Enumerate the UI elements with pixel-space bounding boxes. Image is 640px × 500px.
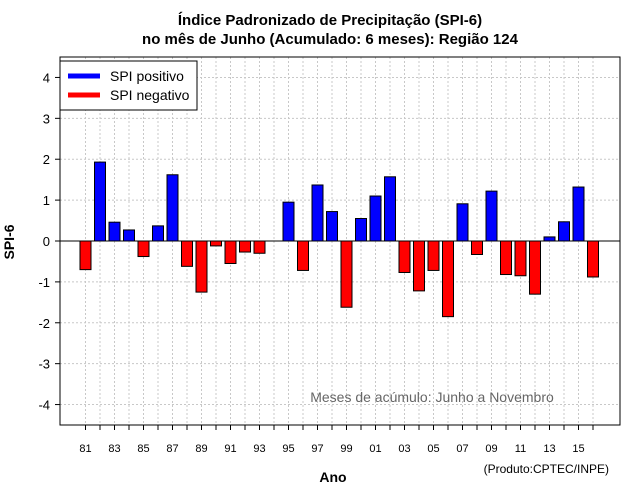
x-tick-label: 93 <box>253 443 265 455</box>
bar-03 <box>398 240 411 273</box>
bar-14 <box>558 221 570 242</box>
x-tick-label: 87 <box>166 443 178 455</box>
bar-91 <box>224 240 237 264</box>
y-axis: -4 -3 -2 -1 0 1 2 3 4 <box>38 70 60 413</box>
bar-11 <box>514 240 527 277</box>
bar-84 <box>123 229 135 242</box>
x-tick-label: 05 <box>427 443 439 455</box>
x-tick-label: 95 <box>282 443 294 455</box>
bar-87 <box>166 174 179 242</box>
x-tick-label: 09 <box>485 443 497 455</box>
y-tick-label: -2 <box>38 316 50 331</box>
accumulation-note: Meses de acúmulo: Junho a Novembro <box>310 389 554 405</box>
bar-99 <box>340 240 353 308</box>
bar-81 <box>79 240 92 271</box>
bar-85 <box>137 240 150 258</box>
x-tick-label: 81 <box>79 443 91 455</box>
bar-95 <box>282 201 295 242</box>
bar-96 <box>297 240 309 271</box>
bar-00 <box>355 218 367 242</box>
bar-93 <box>253 240 266 254</box>
chart-title-line2: no mês de Junho (Acumulado: 6 meses): Re… <box>142 31 519 48</box>
legend: SPI positivo SPI negativo <box>59 60 198 111</box>
x-tick-label: 03 <box>398 443 410 455</box>
bar-04 <box>413 240 425 292</box>
bar-92 <box>239 240 251 253</box>
bar-05 <box>427 240 440 271</box>
product-credit: (Produto:CPTEC/INPE) <box>484 462 609 476</box>
bar-08 <box>471 240 483 255</box>
bar-09 <box>485 190 498 242</box>
legend-box <box>59 60 198 111</box>
bar-07 <box>456 203 469 242</box>
bar-10 <box>500 240 512 276</box>
x-tick-label: 13 <box>543 443 555 455</box>
bar-02 <box>384 176 396 242</box>
y-tick-label: 2 <box>43 152 50 167</box>
bar-12 <box>529 240 541 295</box>
x-tick-label: 89 <box>195 443 207 455</box>
legend-negative-label: SPI negativo <box>110 87 190 103</box>
x-tick-label: 11 <box>515 443 526 455</box>
bar-15 <box>572 186 585 242</box>
chart-title-line1: Índice Padronizado de Precipitação (SPI-… <box>178 12 482 29</box>
bar-88 <box>181 240 193 267</box>
y-tick-label: 3 <box>43 111 50 126</box>
legend-positive-label: SPI positivo <box>110 68 184 84</box>
bar-89 <box>195 240 208 293</box>
x-axis: 81 83 85 87 89 91 93 95 97 99 01 03 05 07 09 11 13 15 <box>79 425 594 455</box>
bar-06 <box>442 240 454 318</box>
y-axis-label: SPI-6 <box>1 224 17 259</box>
y-tick-label: -3 <box>38 357 50 372</box>
y-tick-label: 1 <box>43 193 50 208</box>
bar-90 <box>210 240 222 247</box>
y-tick-label: 0 <box>43 234 50 249</box>
bar-97 <box>311 184 324 242</box>
x-axis-label: Ano <box>319 469 346 485</box>
y-tick-label: -1 <box>38 275 50 290</box>
x-tick-label: 15 <box>572 443 584 455</box>
bar-82 <box>94 161 106 242</box>
bar-98 <box>326 211 338 242</box>
y-tick-label: -4 <box>38 398 50 413</box>
bar-13 <box>543 236 556 242</box>
x-tick-label: 85 <box>137 443 149 455</box>
bar-16 <box>587 240 599 278</box>
x-tick-label: 91 <box>224 443 236 455</box>
y-tick-label: 4 <box>43 70 50 85</box>
x-tick-label: 01 <box>369 443 381 455</box>
x-tick-label: 99 <box>340 443 352 455</box>
x-tick-label: 97 <box>311 443 323 455</box>
bar-86 <box>152 225 164 242</box>
x-tick-label: 07 <box>456 443 468 455</box>
bars <box>79 161 599 318</box>
bar-01 <box>369 195 382 242</box>
bar-83 <box>108 221 121 242</box>
x-tick-label: 83 <box>108 443 120 455</box>
